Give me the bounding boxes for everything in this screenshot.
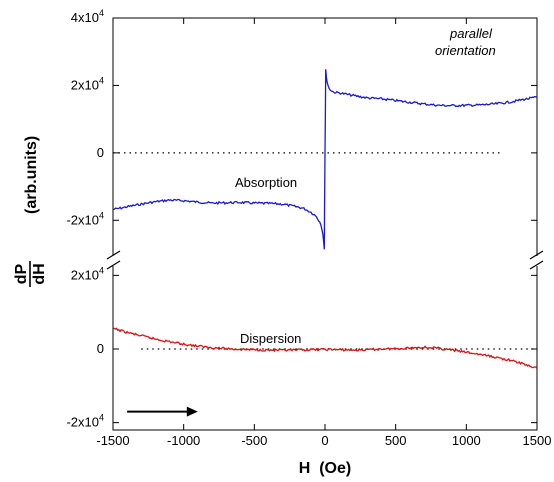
- axis-break: [100, 250, 550, 270]
- sweep-arrow-head: [186, 406, 198, 417]
- annotation-line-2: orientation: [435, 43, 496, 58]
- x-tick-label: 1000: [452, 433, 481, 448]
- dispersion-y-tick-label: -2x104: [66, 413, 104, 430]
- x-tick-label: -1000: [167, 433, 200, 448]
- y-axis-fraction-numerator: dP: [13, 263, 30, 284]
- absorption-y-tick-label: -2x104: [66, 210, 104, 227]
- x-tick-label: 500: [385, 433, 407, 448]
- dispersion-y-tick-label: 0: [97, 341, 104, 356]
- dispersion-y-tick-label: 2x104: [71, 265, 104, 282]
- x-tick-label: 0: [321, 433, 328, 448]
- x-tick-label: -1500: [96, 433, 129, 448]
- absorption-series-line: [112, 69, 538, 250]
- dispersion-series-line: [112, 326, 538, 369]
- dispersion-label: Dispersion: [240, 331, 301, 346]
- y-axis-fraction-denominator: dH: [31, 263, 48, 284]
- absorption-label: Absorption: [235, 175, 297, 190]
- annotation-line-1: parallel: [449, 26, 493, 41]
- x-axis-title: H (Oe): [299, 460, 351, 477]
- absorption-y-tick-label: 4x104: [71, 8, 104, 25]
- absorption-y-tick-label: 0: [97, 145, 104, 160]
- absorption-y-tick-label: 2x104: [71, 75, 104, 92]
- y-axis-units: (arb.units): [23, 136, 40, 214]
- x-tick-label: -500: [241, 433, 267, 448]
- y-axis-title: dP dH (arb.units): [13, 136, 48, 287]
- x-tick-label: 1500: [523, 433, 552, 448]
